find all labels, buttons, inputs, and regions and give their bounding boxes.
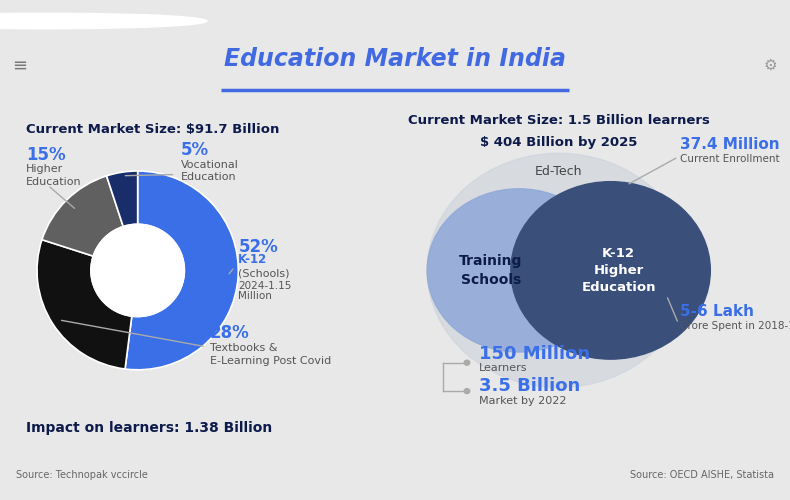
Text: Education: Education	[26, 176, 82, 186]
Text: 150 Million: 150 Million	[479, 345, 590, 363]
Circle shape	[427, 189, 611, 352]
Text: Education Market in India: Education Market in India	[224, 48, 566, 72]
Text: Current Market Size: $91.7 Billion: Current Market Size: $91.7 Billion	[26, 123, 280, 136]
Text: 3.5 Billion: 3.5 Billion	[479, 377, 580, 395]
Circle shape	[511, 182, 710, 359]
Text: K-12: K-12	[239, 254, 268, 266]
Text: K-12
Higher
Education: K-12 Higher Education	[581, 247, 656, 294]
Text: Textbooks &: Textbooks &	[209, 343, 277, 353]
Wedge shape	[125, 171, 239, 370]
Circle shape	[427, 154, 690, 388]
Text: 28%: 28%	[209, 324, 250, 342]
Text: ≡: ≡	[12, 56, 28, 74]
Text: 15%: 15%	[26, 146, 66, 164]
Text: E-Learning Post Covid: E-Learning Post Covid	[209, 356, 331, 366]
Text: Crore Spent in 2018-19: Crore Spent in 2018-19	[680, 322, 790, 332]
Text: 37.4 Million: 37.4 Million	[680, 137, 780, 152]
Circle shape	[0, 14, 207, 28]
Circle shape	[0, 14, 164, 28]
Text: Training
Schools: Training Schools	[459, 254, 523, 286]
Text: 2024-1.15: 2024-1.15	[239, 280, 292, 290]
Text: Impact on learners: 1.38 Billion: Impact on learners: 1.38 Billion	[26, 422, 273, 436]
Circle shape	[465, 388, 470, 394]
Text: 5-6 Lakh: 5-6 Lakh	[680, 304, 754, 318]
Text: Higher: Higher	[26, 164, 63, 174]
Text: Source: Technopak vccircle: Source: Technopak vccircle	[16, 470, 148, 480]
Text: Education: Education	[181, 172, 236, 182]
Text: Current Enrollment: Current Enrollment	[680, 154, 780, 164]
Text: Market by 2022: Market by 2022	[479, 396, 566, 406]
Text: ⚙: ⚙	[763, 58, 777, 72]
Text: 5%: 5%	[181, 142, 209, 160]
Text: Source: OECD AISHE, Statista: Source: OECD AISHE, Statista	[630, 470, 774, 480]
Text: Learners: Learners	[479, 363, 528, 373]
Circle shape	[465, 360, 470, 365]
Text: 52%: 52%	[239, 238, 278, 256]
Wedge shape	[37, 240, 132, 369]
Text: $ 404 Billion by 2025: $ 404 Billion by 2025	[480, 136, 638, 148]
Text: Million: Million	[239, 292, 273, 302]
Text: (Schools): (Schools)	[239, 268, 290, 278]
Text: Vocational: Vocational	[181, 160, 239, 170]
Wedge shape	[42, 176, 123, 256]
Circle shape	[0, 14, 186, 28]
Wedge shape	[107, 171, 137, 226]
Text: Current Market Size: 1.5 Billion learners: Current Market Size: 1.5 Billion learner…	[408, 114, 709, 127]
Circle shape	[91, 224, 184, 316]
Text: Ed-Tech: Ed-Tech	[535, 164, 582, 177]
